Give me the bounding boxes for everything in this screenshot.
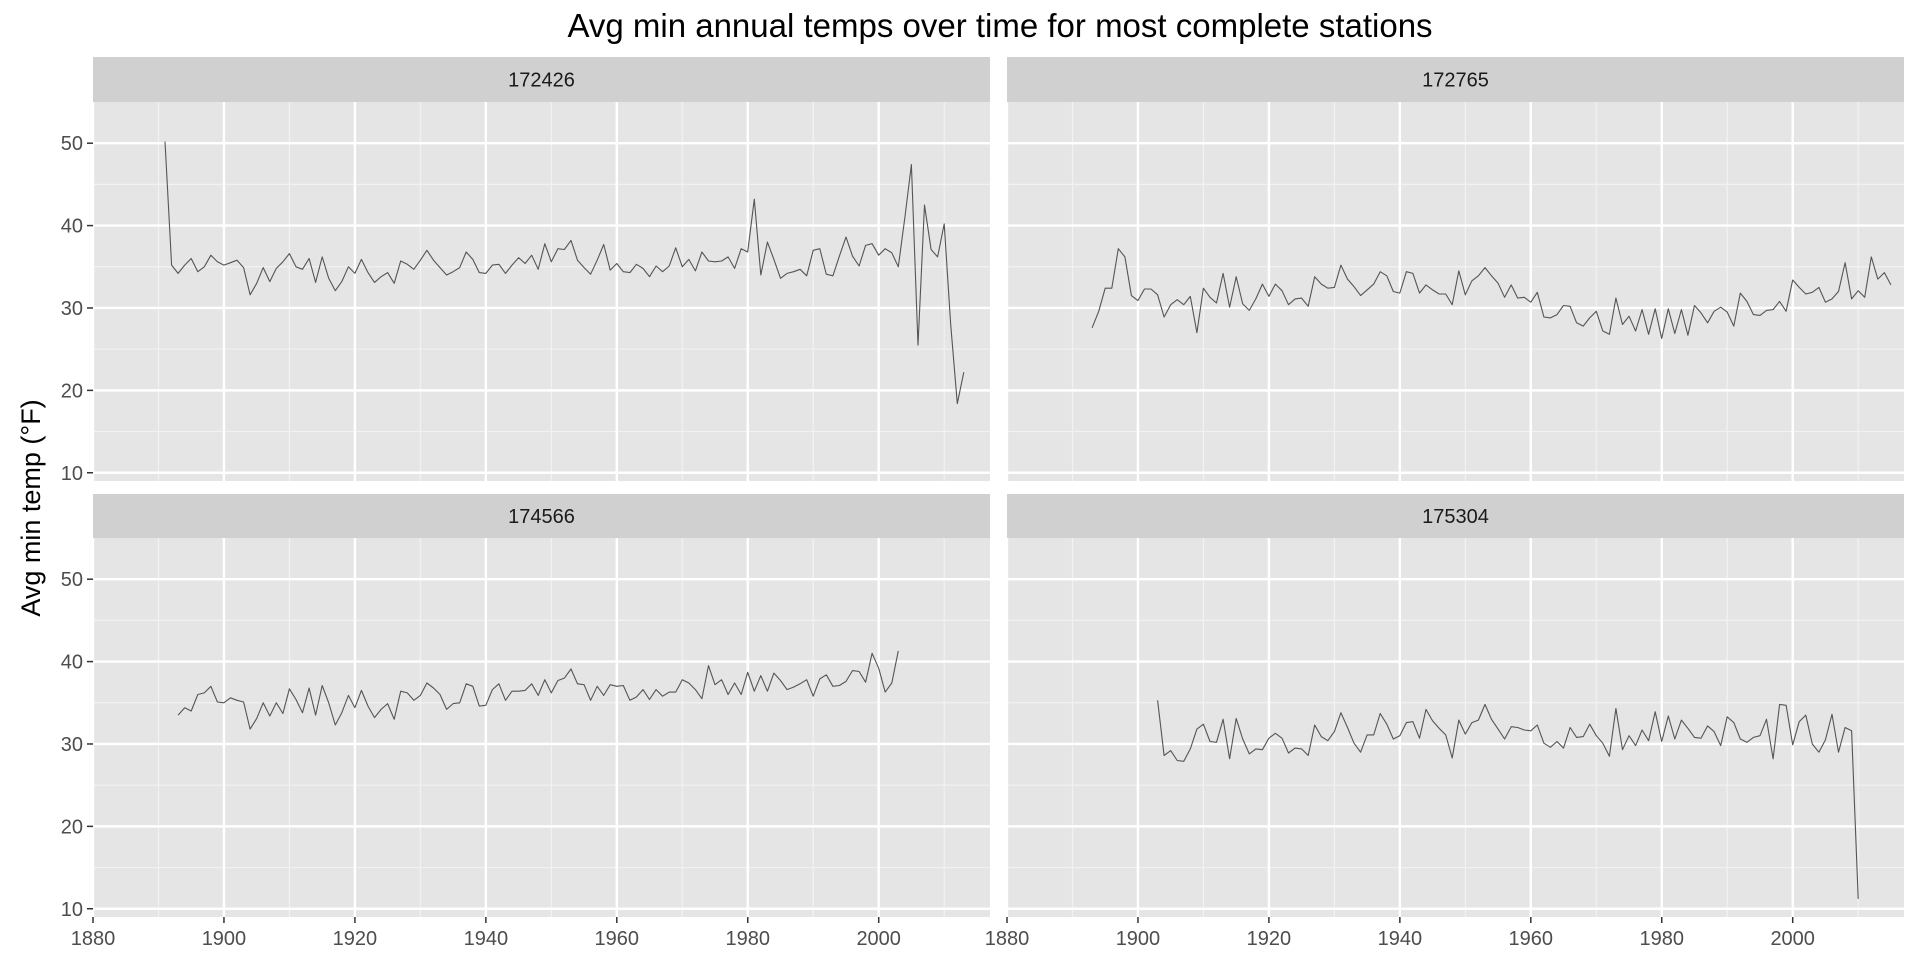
facet-panel-174566: 174566 10 20 30 40 50 1880 1900 1920 1940 1960 1980… [61, 494, 990, 950]
x-tick-label: 1980 [1639, 928, 1684, 950]
x-tick-label: 1900 [202, 928, 247, 950]
x-tick-label: 1920 [1247, 928, 1292, 950]
y-tick-label: 30 [61, 298, 83, 320]
panel-background [93, 102, 990, 481]
facet-strip-label: 172765 [1422, 70, 1489, 92]
x-tick-label: 1940 [1378, 928, 1423, 950]
facet-panel-172765: 172765 [1005, 57, 1904, 481]
x-tick-label: 1880 [985, 928, 1030, 950]
y-tick-label: 50 [61, 133, 83, 155]
panel-background [1007, 102, 1904, 481]
x-tick-label: 1900 [1116, 928, 1161, 950]
x-tick-label: 2000 [1770, 928, 1815, 950]
facet-panel-175304: 175304 1880 1900 1920 1940 1960 1980 2000 [985, 494, 1904, 950]
y-tick-label: 20 [61, 380, 83, 402]
series-line-172765 [1091, 248, 1892, 340]
series-line-172426 [164, 141, 965, 405]
panel-background [93, 538, 990, 917]
x-tick-label: 1960 [595, 928, 640, 950]
facet-strip-label: 174566 [508, 506, 575, 528]
facet-strip [93, 57, 990, 102]
panel-background [1007, 538, 1904, 917]
facet-strip [1007, 57, 1904, 102]
y-tick-label: 40 [61, 216, 83, 238]
x-tick-label: 1980 [725, 928, 770, 950]
facets-layer: 172426 10 20 30 40 50 172765 174566 10 20 30 40 50 18… [61, 57, 1904, 950]
y-tick-label: 40 [61, 652, 83, 674]
x-tick-label: 1940 [464, 928, 509, 950]
x-tick-label: 1880 [71, 928, 116, 950]
x-tick-label: 1960 [1509, 928, 1554, 950]
y-tick-label: 30 [61, 734, 83, 756]
facet-panel-172426: 172426 10 20 30 40 50 [61, 57, 990, 485]
y-axis-label: Avg min temp (°F) [16, 399, 46, 616]
y-tick-label: 50 [61, 569, 83, 591]
y-tick-label: 20 [61, 816, 83, 838]
x-tick-label: 2000 [856, 928, 901, 950]
chart-title: Avg min annual temps over time for most … [567, 7, 1432, 44]
series-line-174566 [177, 650, 899, 730]
x-tick-label: 1920 [333, 928, 378, 950]
facet-strip-label: 172426 [508, 70, 575, 92]
y-tick-label: 10 [61, 899, 83, 921]
facet-strip [93, 494, 990, 538]
y-tick-label: 10 [61, 463, 83, 485]
facet-strip [1007, 494, 1904, 538]
facet-strip-label: 175304 [1422, 506, 1489, 528]
series-line-175304 [1157, 700, 1859, 899]
